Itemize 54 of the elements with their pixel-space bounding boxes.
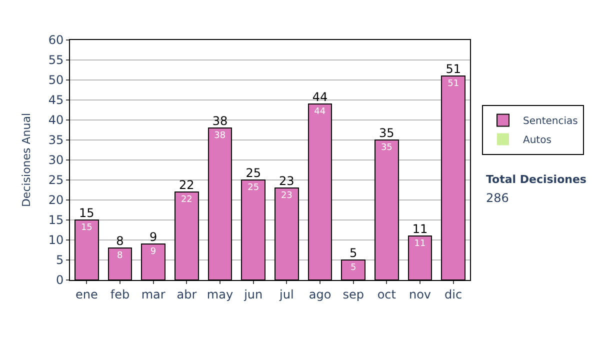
y-tick-label: 60 bbox=[48, 33, 64, 48]
x-tick-label: may bbox=[206, 287, 234, 302]
y-tick-label: 10 bbox=[48, 233, 64, 248]
x-tick-label: jun bbox=[243, 287, 263, 302]
y-tick-label: 30 bbox=[48, 153, 64, 168]
text: Total Decisiones bbox=[486, 173, 587, 186]
total-label: 5 bbox=[350, 246, 358, 260]
y-tick-label: 40 bbox=[48, 113, 64, 128]
y-tick-label: 35 bbox=[48, 133, 64, 148]
y-tick-label: 25 bbox=[48, 173, 64, 188]
x-tick-label: dic bbox=[444, 287, 462, 302]
total-label: 44 bbox=[312, 90, 328, 104]
data-label: 22 bbox=[180, 195, 192, 205]
x-tick-label: nov bbox=[408, 287, 432, 302]
total-label: 35 bbox=[379, 126, 394, 140]
total-label: 15 bbox=[79, 206, 94, 220]
x-tick-label: ene bbox=[75, 287, 98, 302]
legend-label: Sentencias bbox=[523, 116, 578, 128]
data-label: 35 bbox=[380, 143, 392, 153]
total-label: 25 bbox=[246, 166, 261, 180]
total-label: 8 bbox=[116, 234, 124, 248]
legend-label: Autos bbox=[523, 135, 552, 146]
total-label: 38 bbox=[212, 114, 228, 128]
y-tick-label: 15 bbox=[48, 213, 64, 228]
data-label: 15 bbox=[80, 223, 92, 233]
total-label: 11 bbox=[412, 222, 428, 236]
x-tick-label: jul bbox=[278, 287, 294, 302]
data-label: 9 bbox=[150, 247, 156, 257]
y-tick-label: 5 bbox=[56, 253, 64, 268]
total-label: 51 bbox=[446, 62, 461, 76]
x-tick-label: abr bbox=[176, 287, 197, 302]
x-tick-label: oct bbox=[377, 287, 396, 302]
y-tick-label: 55 bbox=[48, 53, 64, 68]
total-label: 9 bbox=[150, 230, 158, 244]
total-label: 22 bbox=[179, 178, 194, 192]
data-label: 23 bbox=[280, 191, 292, 201]
text: 286 bbox=[486, 191, 509, 205]
data-label: 5 bbox=[350, 263, 356, 273]
y-tick-label: 50 bbox=[48, 73, 64, 88]
data-label: 8 bbox=[117, 251, 123, 261]
data-label: 25 bbox=[248, 183, 260, 193]
total-label: 23 bbox=[279, 174, 294, 188]
data-label: 38 bbox=[214, 131, 226, 141]
x-tick-label: sep bbox=[342, 287, 364, 302]
x-tick-label: ago bbox=[308, 287, 332, 302]
y-tick-label: 20 bbox=[48, 193, 64, 208]
data-label: 11 bbox=[414, 239, 426, 249]
x-tick-label: mar bbox=[141, 287, 166, 302]
y-axis-title: Decisiones Anual bbox=[20, 112, 33, 208]
data-label: 44 bbox=[314, 107, 326, 117]
data-label: 51 bbox=[448, 79, 460, 89]
y-tick-label: 45 bbox=[48, 93, 64, 108]
y-tick-label: 0 bbox=[56, 273, 64, 288]
x-tick-label: feb bbox=[110, 287, 130, 302]
